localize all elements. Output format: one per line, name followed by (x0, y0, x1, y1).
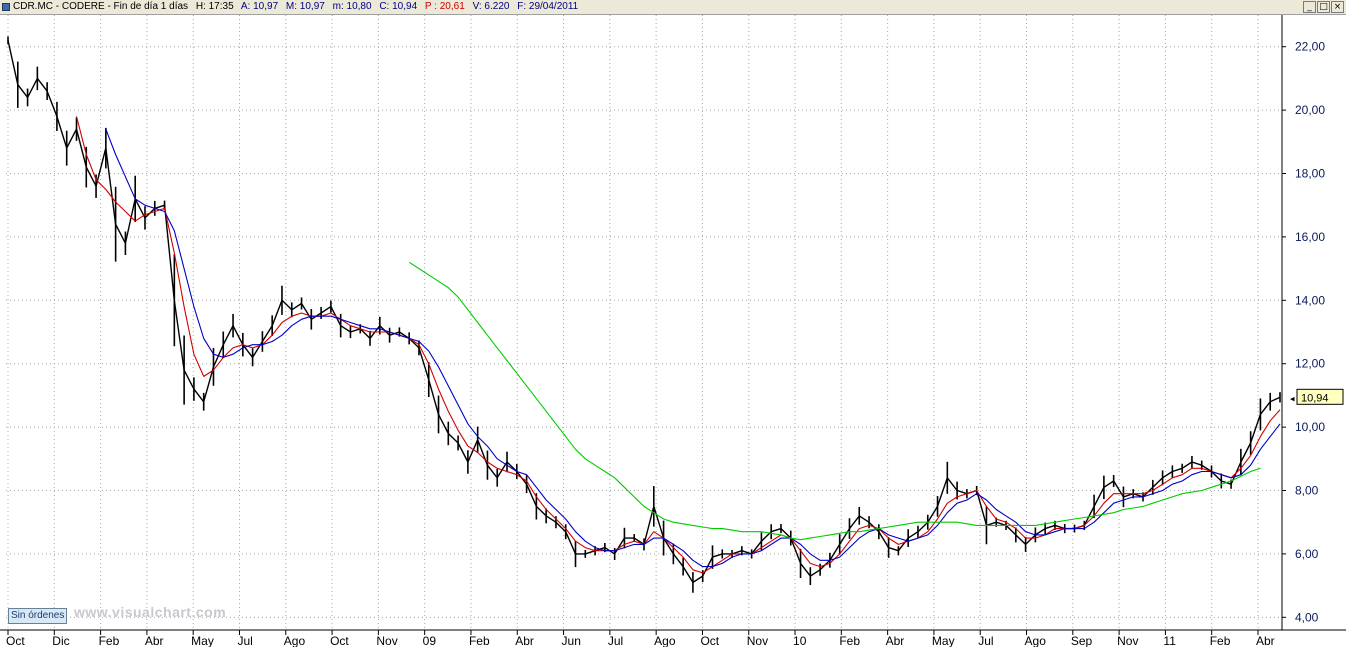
y-tick-label: 20,00 (1295, 103, 1325, 117)
x-tick-label: May (932, 634, 955, 647)
x-tick-label: 11 (1163, 634, 1176, 647)
x-tick-label: Oct (330, 634, 349, 647)
y-tick-label: 8,00 (1295, 484, 1319, 498)
y-tick-label: 16,00 (1295, 230, 1325, 244)
y-axis: 22,00 20,00 18,00 16,00 14,00 12,00 10,00 8,00 6… (1282, 40, 1325, 624)
x-tick-label: Jul (978, 634, 993, 647)
ma_blue-line (105, 128, 1281, 568)
window-titlebar: CDR.MC - CODERE - Fin de día 1 días H: 1… (0, 0, 1346, 15)
last-value-box (1296, 388, 1344, 405)
x-tick-label: Ago (284, 634, 306, 647)
maximize-button[interactable]: □ (1317, 1, 1330, 13)
window-controls: _ □ × (1303, 1, 1344, 13)
title-volume: V: 6.220 (472, 1, 510, 12)
x-tick-label: Abr (145, 634, 164, 647)
x-axis: Oct Dic Feb Abr May Jul Ago Oct Nov 09 Feb Abr Jun Ju… (6, 630, 1275, 647)
x-tick-label: Jul (237, 634, 252, 647)
price-line (7, 40, 1281, 584)
x-tick-label: Abr (1256, 634, 1275, 647)
x-tick-label: Feb (469, 634, 490, 647)
app-icon (2, 3, 10, 11)
x-tick-label: Sep (1071, 634, 1093, 647)
y-tick-label: 4,00 (1295, 610, 1319, 624)
x-tick-label: Nov (747, 634, 768, 647)
x-tick-label: Jun (562, 634, 581, 647)
chart-grid (6, 15, 1282, 630)
minimize-button[interactable]: _ (1303, 1, 1316, 13)
x-tick-label: 10 (793, 634, 807, 647)
chart-series (7, 36, 1281, 593)
title-time: H: 17:35 (195, 1, 234, 12)
title-close: C: 10,94 (379, 1, 418, 12)
x-tick-label: Jul (608, 634, 623, 647)
title-symbol: CDR.MC - CODERE - Fin de día 1 días (13, 1, 189, 12)
title-p: P : 20,61 (424, 1, 465, 12)
title-date: F: 29/04/2011 (517, 1, 579, 12)
x-tick-label: Dic (52, 634, 69, 647)
x-tick-label: Nov (376, 634, 397, 647)
watermark-text: www.visualchart.com (74, 604, 227, 620)
price-chart[interactable]: 22,00 20,00 18,00 16,00 14,00 12,00 10,00 8,00 6… (0, 15, 1346, 647)
title-open: A: 10,97 (240, 1, 279, 12)
orders-button[interactable]: Sin órdenes (8, 608, 68, 624)
x-tick-label: Feb (1210, 634, 1231, 647)
y-tick-label: 10,00 (1295, 420, 1325, 434)
last-value-label: 10,94 (1301, 392, 1329, 404)
chart-header-text: CDR.MC - CODERE - Fin de día 1 días H: 1… (13, 1, 583, 13)
title-low: m: 10,80 (332, 1, 372, 12)
x-tick-label: May (191, 634, 214, 647)
x-tick-label: Ago (654, 634, 676, 647)
ma_red-line (75, 116, 1281, 574)
x-tick-label: Feb (99, 634, 120, 647)
x-tick-label: Oct (6, 634, 25, 647)
x-tick-label: Oct (700, 634, 719, 647)
y-tick-label: 22,00 (1295, 40, 1325, 54)
x-tick-label: Abr (886, 634, 905, 647)
title-high: M: 10,97 (285, 1, 325, 12)
y-tick-label: 12,00 (1295, 357, 1325, 371)
x-tick-label: Ago (1025, 634, 1047, 647)
x-tick-label: 09 (423, 634, 437, 647)
last-value-pointer-icon: ◂ (1290, 394, 1295, 404)
close-button[interactable]: × (1331, 1, 1344, 13)
y-tick-label: 18,00 (1295, 167, 1325, 181)
y-tick-label: 14,00 (1295, 293, 1325, 307)
ma_green-line (408, 261, 1261, 541)
x-tick-label: Nov (1117, 634, 1138, 647)
x-tick-label: Feb (839, 634, 860, 647)
last-value-marker: ◂ 10,94 (1290, 388, 1344, 405)
y-tick-label: 6,00 (1295, 547, 1319, 561)
x-tick-label: Abr (515, 634, 534, 647)
